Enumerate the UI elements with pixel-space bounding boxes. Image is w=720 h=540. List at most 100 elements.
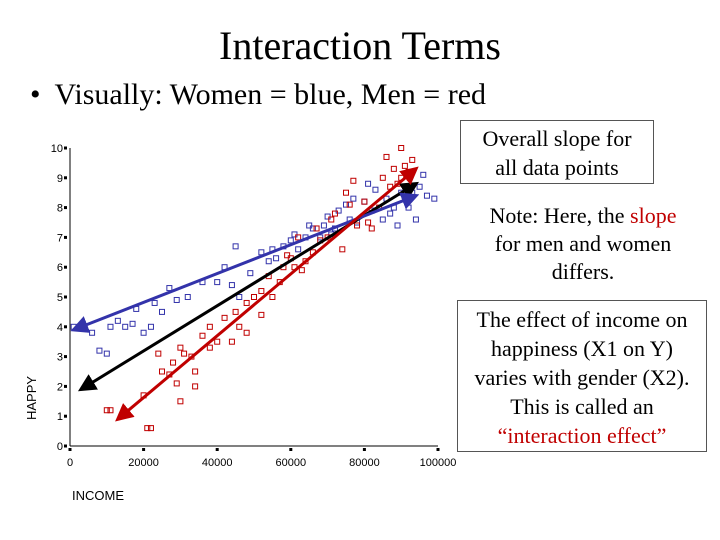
y-tick-mark <box>64 235 67 239</box>
x-tick-label: 0 <box>67 457 73 469</box>
y-tick-mark <box>64 414 67 418</box>
x-tick-mark <box>68 448 72 451</box>
men-point <box>221 314 228 321</box>
y-tick-mark <box>64 295 67 299</box>
men-point <box>181 350 188 357</box>
men-point <box>350 177 357 184</box>
men-point <box>232 308 239 315</box>
men-point <box>170 359 177 366</box>
men-point <box>192 368 199 375</box>
x-tick-label: 40000 <box>202 457 233 469</box>
women-point <box>140 329 147 336</box>
overall-line-1: Overall slope for <box>482 126 632 151</box>
x-tick-mark <box>362 448 366 451</box>
men-point <box>173 380 180 387</box>
men-point <box>258 311 265 318</box>
men-point <box>243 329 250 336</box>
women-point <box>287 237 294 244</box>
overall-slope-callout: Overall slope for all data points <box>460 120 654 184</box>
x-tick-mark <box>142 448 146 451</box>
women-point <box>114 317 121 324</box>
men-point <box>155 350 162 357</box>
effect-line-2: happiness (X1 on Y) <box>491 336 673 361</box>
women-point <box>350 195 357 202</box>
y-tick-label: 6 <box>57 262 63 274</box>
women-point <box>416 183 423 190</box>
men-point <box>177 398 184 405</box>
x-tick-label: 60000 <box>276 457 307 469</box>
x-tick-label: 20000 <box>128 457 159 469</box>
women-point <box>247 270 254 277</box>
men-point <box>383 153 390 160</box>
men-point <box>346 201 353 208</box>
y-tick-mark <box>64 325 67 329</box>
women-point <box>394 222 401 229</box>
y-axis-label: HAPPY <box>24 376 39 420</box>
women-point <box>320 222 327 229</box>
women-point <box>420 171 427 178</box>
effect-line-5: “interaction effect” <box>497 423 667 448</box>
women-point <box>387 210 394 217</box>
women-point <box>265 258 272 265</box>
chart-fit-lines <box>70 166 420 422</box>
men-point <box>365 219 372 226</box>
women-point <box>228 282 235 289</box>
y-tick-label: 8 <box>57 203 63 215</box>
y-tick-mark <box>64 176 67 180</box>
women-point <box>159 308 165 315</box>
women-point <box>343 201 349 208</box>
chart-axes: 0 20000 40000 60000 80000 100000 0 1 2 3 4 5 6 7 8 9 10 <box>51 143 457 469</box>
women-point <box>431 195 438 202</box>
women-point <box>96 347 103 354</box>
women-point <box>412 216 419 223</box>
women-point <box>89 329 96 336</box>
men-point <box>206 323 213 330</box>
women-point <box>232 243 239 250</box>
women-point <box>147 323 154 330</box>
y-tick-mark <box>64 444 67 448</box>
y-tick-label: 3 <box>57 352 63 364</box>
note-part-3: differs. <box>551 259 615 284</box>
women-point <box>184 294 191 300</box>
y-tick-label: 9 <box>57 173 63 185</box>
y-tick-mark <box>64 265 67 269</box>
men-point <box>243 299 250 306</box>
y-tick-mark <box>64 146 67 150</box>
interaction-effect-callout: The effect of income on happiness (X1 on… <box>457 300 707 452</box>
men-point <box>343 189 349 196</box>
men-point <box>298 267 305 274</box>
men-point <box>228 338 235 345</box>
y-tick-label: 4 <box>57 322 63 334</box>
men-fit-line <box>115 166 419 422</box>
women-point <box>405 204 412 211</box>
note-part-2: for men and women <box>494 231 672 256</box>
men-point <box>159 368 165 375</box>
slope-note-callout: Note: Here, the slope for men and women … <box>464 200 702 290</box>
x-tick-label: 80000 <box>349 457 380 469</box>
women-point <box>409 189 416 196</box>
men-point <box>409 156 416 163</box>
y-tick-label: 2 <box>57 381 63 393</box>
y-tick-label: 0 <box>57 441 63 453</box>
y-tick-label: 7 <box>57 232 63 244</box>
men-point <box>236 323 243 330</box>
men-point <box>361 198 368 205</box>
women-point <box>129 320 136 327</box>
x-tick-mark <box>215 448 219 451</box>
chart-points <box>70 145 438 432</box>
effect-line-4: This is called an <box>510 394 654 419</box>
men-point <box>313 225 320 232</box>
y-tick-mark <box>64 384 67 388</box>
men-point <box>269 294 276 300</box>
women-point <box>365 180 372 187</box>
women-point <box>107 323 114 330</box>
x-tick-mark <box>289 448 293 451</box>
bullet-text: • Visually: Women = blue, Men = red <box>30 78 486 112</box>
men-point <box>199 332 206 339</box>
x-axis-label: INCOME <box>72 488 124 503</box>
men-point <box>103 407 110 414</box>
men-point <box>401 162 408 169</box>
men-point <box>251 294 257 300</box>
men-point <box>368 225 375 232</box>
men-point <box>144 425 151 432</box>
